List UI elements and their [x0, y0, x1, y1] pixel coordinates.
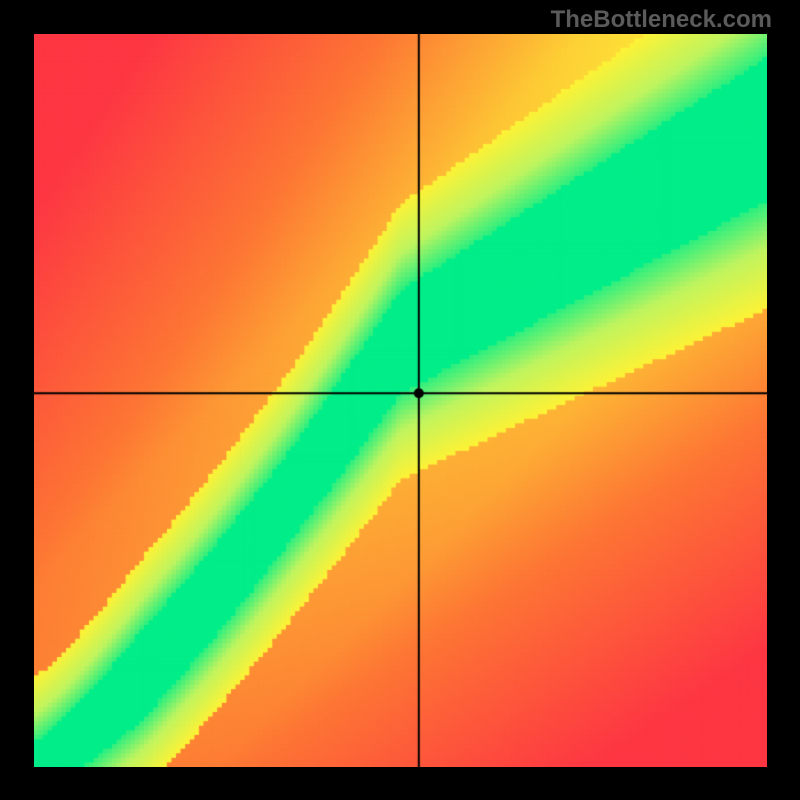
heatmap-canvas	[34, 34, 767, 767]
watermark-label: TheBottleneck.com	[551, 6, 772, 34]
chart-container: TheBottleneck.com	[0, 0, 800, 800]
